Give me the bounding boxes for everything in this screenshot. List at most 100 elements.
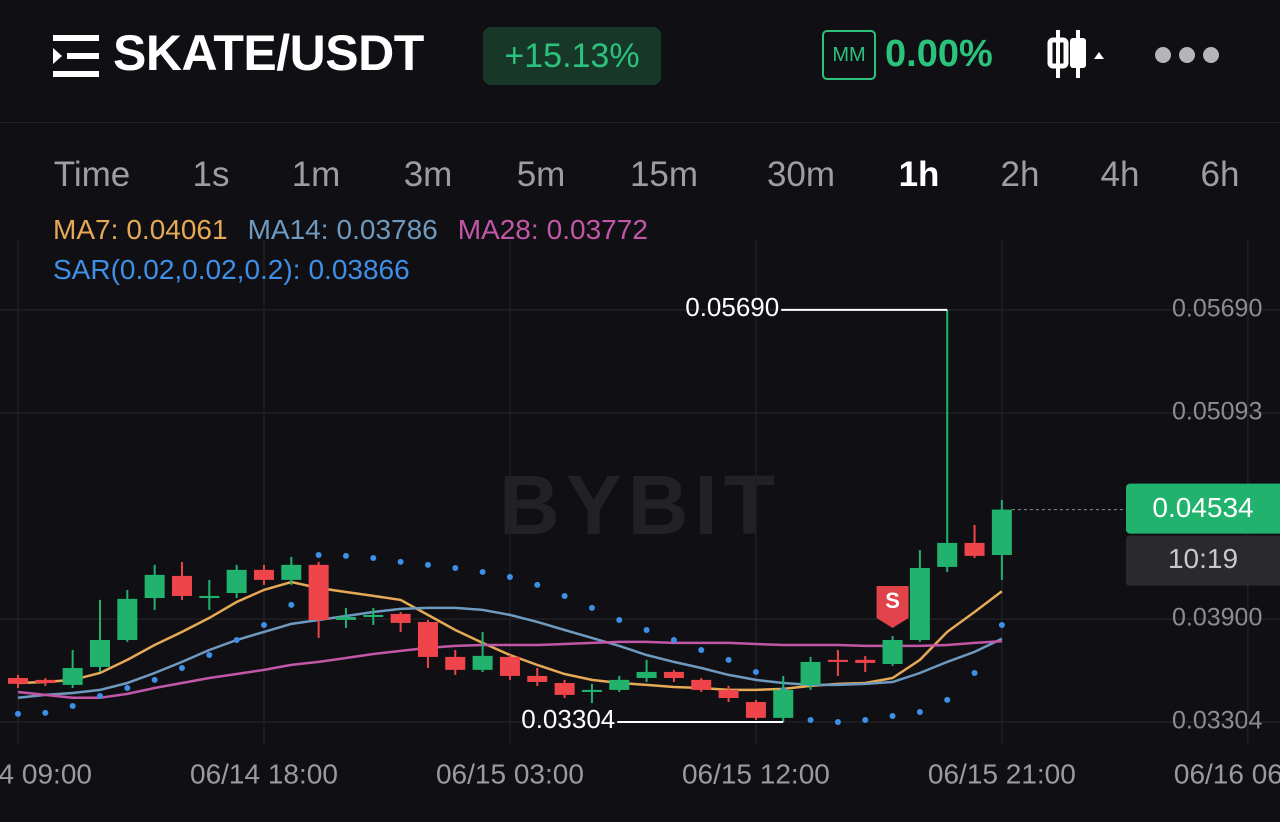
sar-dot [971,669,978,676]
candle-body [554,682,575,695]
candle-body [964,542,985,556]
candle-body [773,689,794,718]
timeframe-tab[interactable]: 2h [1000,155,1040,194]
candle-body [581,689,602,692]
more-menu[interactable] [1152,44,1222,66]
sar-dot [124,685,131,692]
timeframe-tab[interactable]: 3m [403,155,453,194]
y-tick-label: 0.03900 [1172,604,1262,632]
timeframe-tab[interactable]: 6h [1200,155,1240,194]
candle-body [609,679,630,690]
legend-name: MA28: [457,214,539,245]
candle-body [89,639,110,667]
countdown-label: 10:19 [1168,543,1238,574]
legend-item: MA7: 0.04061 [53,214,228,246]
candle-body [417,622,438,657]
sar-dot [397,558,404,565]
timeframe-tab[interactable]: 30m [766,155,836,194]
timeframe-tab[interactable]: 1h [898,155,940,194]
candle-body [718,689,739,699]
timeframe-tab[interactable]: 15m [629,155,699,194]
sar-dot [588,604,595,611]
sar-dot [643,626,650,633]
legend-row: SAR(0.02,0.02,0.2): 0.03866 [53,254,410,286]
sar-dot [260,621,267,628]
candle-body [745,701,766,718]
indicator-line [17,639,1002,700]
timeframe-tab[interactable]: 5m [516,155,566,194]
candle-body [8,677,28,684]
candle-body [882,639,903,664]
legend-value: 0.03772 [546,214,648,245]
last-price-tag [1126,483,1280,534]
sar-dot [534,581,541,588]
mm-badge: MM [822,30,876,80]
candle-body [308,564,329,620]
candle-body [827,659,848,662]
sar-dot [206,652,213,659]
candle-body [527,675,548,682]
candle-body [335,617,356,620]
candle-body [991,509,1012,556]
pair-title[interactable]: SKATE/USDT [113,25,424,81]
sar-dot [15,710,21,717]
sar-dot [944,696,951,703]
sar-dot [698,647,705,654]
menu-icon[interactable] [53,35,101,77]
legend-value: 0.04061 [126,214,228,245]
indicator-line [17,606,1003,700]
sar-dot [670,636,677,643]
sar-dot [151,676,158,683]
sar-dot [752,668,759,675]
change-badge: +15.13% [483,27,661,85]
signal-label: S [885,588,900,613]
last-price-label: 0.04534 [1152,492,1253,523]
sar-dot [807,716,814,723]
x-tick-label: 06/15 12:00 [682,758,830,789]
legend-row: MA7: 0.04061 MA14: 0.03786 MA28: 0.03772 [53,214,648,246]
candle-body [472,655,493,670]
legend-name: SAR(0.02,0.02,0.2): [53,254,301,285]
sar-dot [315,552,322,559]
y-tick-label: 0.05690 [1172,295,1262,323]
sar-dot [42,709,49,716]
sar-dot [506,573,513,580]
legend-value: 0.03786 [336,214,438,245]
countdown-tag [1126,535,1280,586]
legend-item: MA14: 0.03786 [248,214,438,246]
candle-body [35,679,56,683]
candle-body [636,671,657,678]
sar-dot [370,554,377,561]
candle-body [499,656,520,676]
sar-dot [889,712,896,719]
chart-type-icon[interactable] [1046,28,1108,80]
candle-body [390,613,411,623]
sar-dot [561,592,568,599]
sar-dot [96,692,103,699]
candle-body [171,575,192,596]
legend-name: MA14: [247,214,329,245]
sar-dot [725,656,732,663]
legend-name: MA7: [53,214,119,245]
candle-body [800,661,821,685]
sar-dot [342,552,349,559]
sar-dot [178,664,185,671]
candle-body [363,614,384,618]
timeframe-tab[interactable]: Time [53,155,131,194]
y-tick-label: 0.03304 [1172,707,1262,735]
sar-dot [288,601,295,608]
timeframe-tab[interactable]: 1s [192,155,230,194]
x-tick-label: 06/16 06:00 [1174,758,1280,789]
sar-dot [862,716,869,723]
x-tick-label: 06/15 21:00 [928,758,1076,789]
timeframe-tab[interactable]: 4h [1100,155,1140,194]
sar-dot [479,568,486,575]
timeframe-tab[interactable]: 1m [291,155,341,194]
sar-dot [69,702,76,709]
signal-badge [876,586,909,629]
candle-body [691,679,712,690]
candle-body [281,564,302,580]
